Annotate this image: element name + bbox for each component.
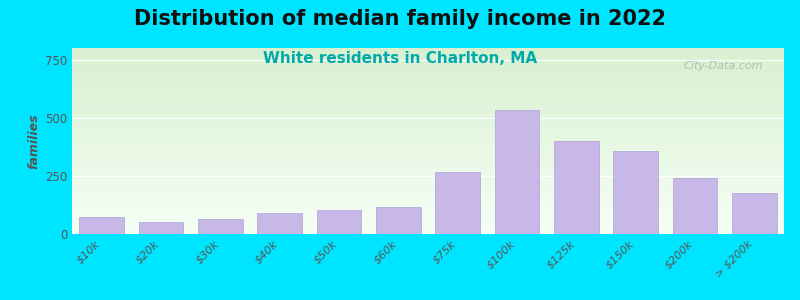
Bar [317,210,362,234]
Bar [138,222,183,234]
Bar [435,172,480,234]
Bar [673,178,718,234]
Bar [554,141,598,234]
Bar [494,110,539,234]
Bar [732,193,777,234]
Text: White residents in Charlton, MA: White residents in Charlton, MA [263,51,537,66]
Text: City-Data.com: City-Data.com [683,61,762,71]
Text: Distribution of median family income in 2022: Distribution of median family income in … [134,9,666,29]
Bar [79,217,124,234]
Bar [258,213,302,234]
Bar [614,152,658,234]
Y-axis label: families: families [28,113,41,169]
Bar [376,207,421,234]
Bar [198,219,242,234]
